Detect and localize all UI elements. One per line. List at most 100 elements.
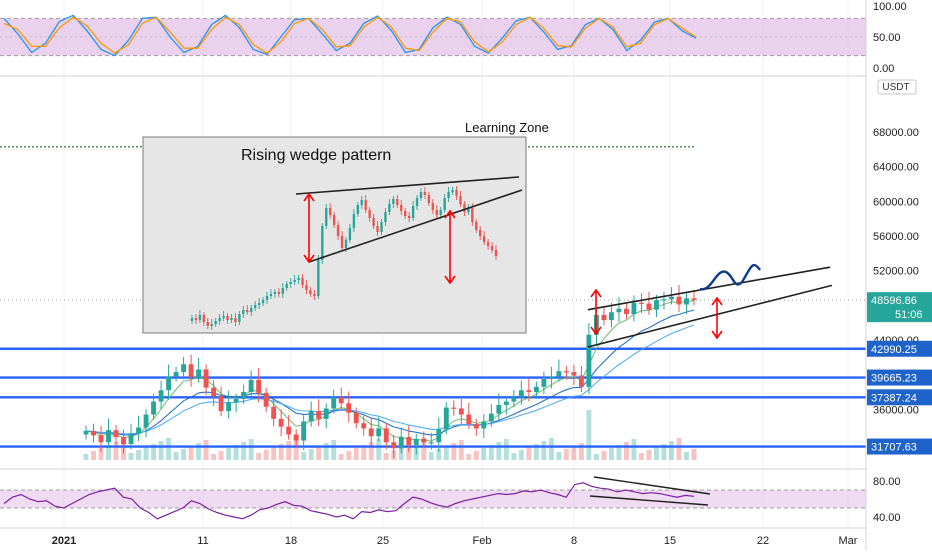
candle-body (526, 390, 531, 392)
volume-bar (309, 449, 314, 460)
candle-body (474, 424, 479, 428)
inset-candle-body (459, 196, 461, 204)
candle-body (564, 371, 569, 372)
candle-body (294, 434, 299, 440)
volume-bar (444, 446, 449, 460)
inset-candle-body (226, 316, 228, 320)
inset-candle-body (215, 321, 217, 324)
volume-bar (144, 447, 149, 460)
candle-body (204, 369, 209, 387)
learning-zone-label: Learning Zone (465, 120, 549, 135)
volume-bar (564, 449, 569, 460)
inset-candle-body (432, 203, 434, 210)
candle-body (234, 399, 239, 402)
inset-candle-body (203, 315, 205, 322)
volume-bar (526, 447, 531, 460)
inset-candle-body (404, 211, 406, 216)
volume-bar (669, 441, 674, 460)
inset-candle-body (345, 240, 347, 248)
inset-candle-body (361, 200, 363, 205)
inset-candle-body (250, 308, 252, 312)
volume-bar (114, 442, 119, 460)
volume-bar (174, 452, 179, 460)
inset-candle-body (412, 206, 414, 218)
volume-bar (181, 449, 186, 460)
inset-candle-body (349, 228, 351, 240)
volume-bar (129, 453, 134, 460)
candle-body (301, 421, 306, 440)
candle-body (609, 312, 614, 320)
inset-candle-body (321, 226, 323, 260)
candle-body (511, 397, 516, 401)
inset-candle-body (495, 250, 497, 256)
inset-candle-body (278, 292, 280, 294)
candle-body (369, 428, 374, 436)
inset-candle-body (305, 285, 307, 290)
candle-body (316, 411, 321, 419)
rsi-tick-label: 80.00 (873, 476, 901, 488)
candle-body (271, 407, 276, 419)
candle-body (159, 390, 164, 401)
inset-candle-body (455, 190, 457, 196)
candle-body (129, 434, 134, 444)
time-tick-label: 25 (377, 535, 389, 547)
level-tag-label: 37387.24 (871, 392, 917, 404)
inset-candle-body (424, 192, 426, 195)
inset-candle-body (274, 292, 276, 294)
volume-bar (136, 450, 141, 460)
volume-bar (466, 454, 471, 460)
inset-candle-body (487, 242, 489, 246)
inset-candle-body (416, 198, 418, 206)
volume-bar (316, 446, 321, 460)
candle-body (489, 414, 494, 422)
inset-candle-body (436, 210, 438, 215)
volume-bar (624, 442, 629, 460)
rising-wedge-inset (143, 137, 526, 333)
time-tick-label: 15 (664, 535, 676, 547)
inset-candle-body (463, 204, 465, 212)
countdown-label: 51:06 (895, 309, 923, 321)
time-tick-label: 18 (285, 535, 297, 547)
candle-body (174, 372, 179, 376)
volume-bar (601, 451, 606, 460)
inset-candle-body (443, 198, 445, 210)
candle-body (309, 411, 314, 421)
inset-candle-body (408, 216, 410, 218)
candle-body (189, 364, 194, 377)
volume-bar (594, 454, 599, 460)
candle-body (264, 393, 269, 407)
volume-bar (519, 450, 524, 460)
level-tag-label: 39665.23 (871, 373, 917, 385)
candle-body (692, 298, 697, 300)
rsi-tick-label: 40.00 (873, 512, 901, 524)
volume-bar (609, 448, 614, 460)
volume-bar (586, 410, 591, 460)
volume-bar (91, 451, 96, 460)
candle-body (601, 315, 606, 320)
volume-bar (211, 454, 216, 460)
inset-candle-body (270, 294, 272, 296)
inset-candle-body (254, 305, 256, 308)
volume-bar (159, 441, 164, 460)
candle-body (481, 421, 486, 428)
candle-body (114, 430, 119, 437)
currency-label: USDT (882, 82, 909, 93)
volume-bar (549, 438, 554, 460)
inset-candle-body (317, 260, 319, 296)
inset-candle-body (238, 314, 240, 322)
candle-body (166, 376, 171, 390)
candle-body (677, 297, 682, 305)
candle-body (624, 309, 629, 314)
volume-bar (684, 452, 689, 460)
inset-candle-body (483, 236, 485, 242)
candle-body (106, 430, 111, 442)
candle-body (444, 408, 449, 430)
time-tick-label: 22 (757, 535, 769, 547)
volume-bar (226, 448, 231, 460)
candle-body (459, 408, 464, 414)
candle-body (549, 376, 554, 379)
inset-candle-body (380, 222, 382, 232)
candle-body (144, 415, 149, 428)
inset-candle-body (357, 205, 359, 214)
candle-body (211, 388, 216, 397)
